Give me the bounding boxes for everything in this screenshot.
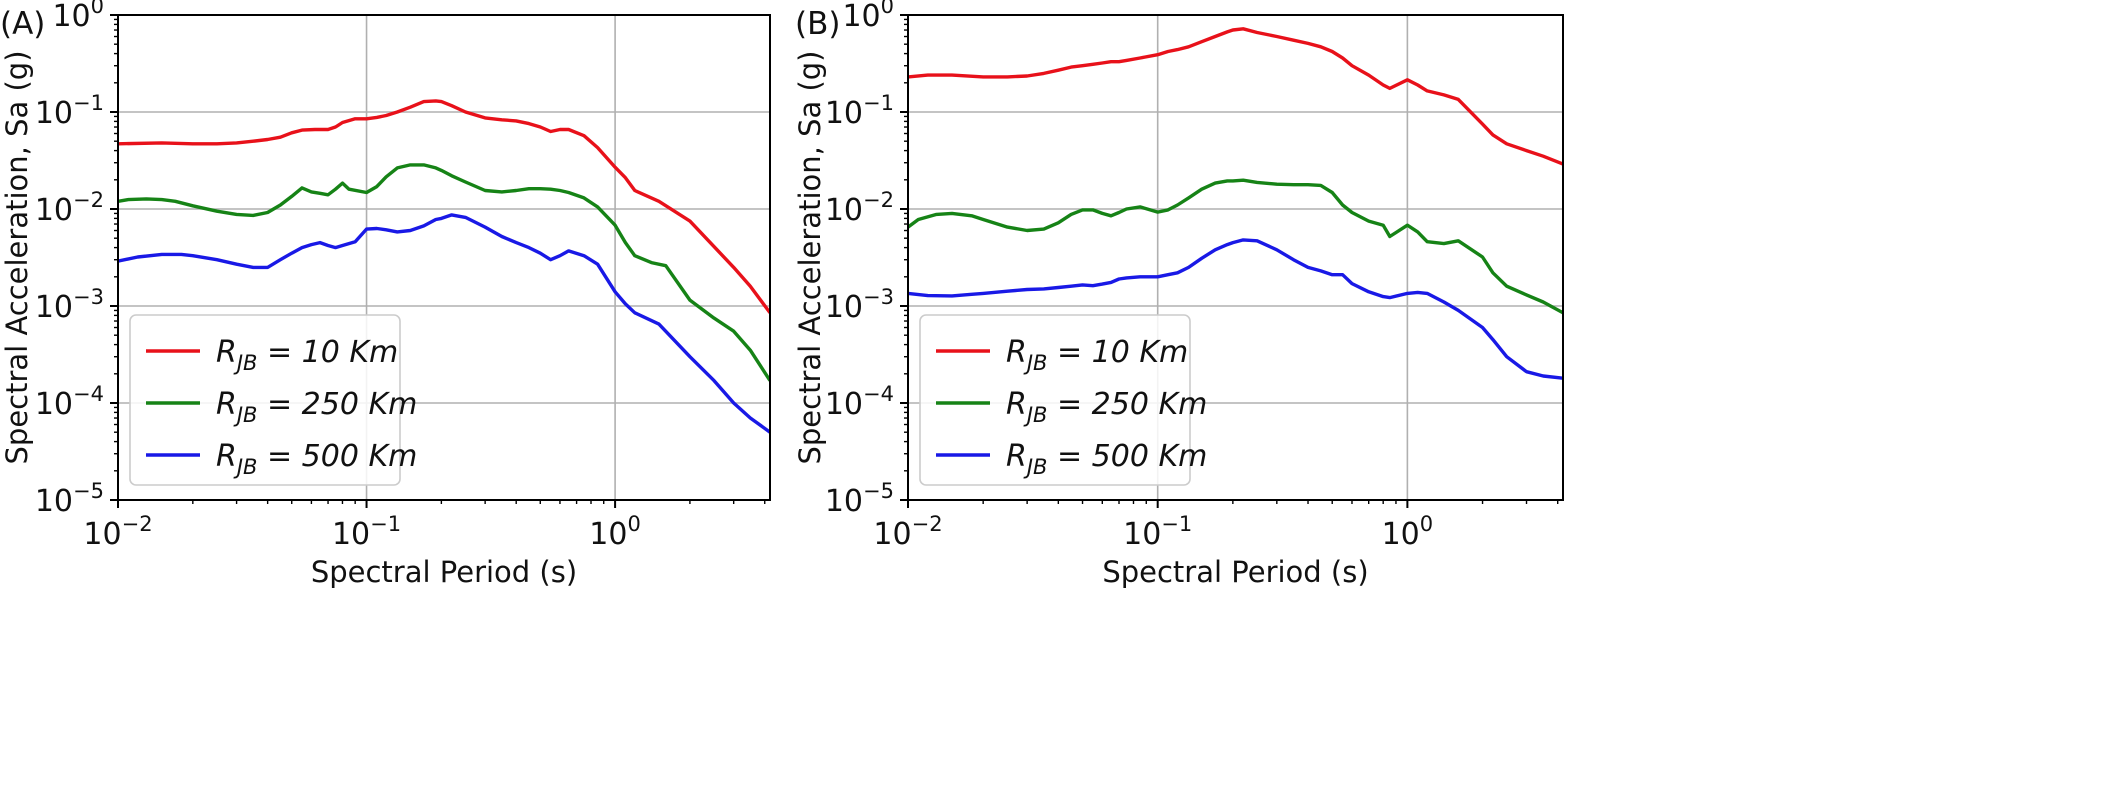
legend-label-1: RJB = 250 Km — [216, 387, 417, 427]
y-tick-label: 10−5 — [825, 479, 894, 519]
y-tick-label: 10−2 — [825, 188, 894, 228]
series-line-1 — [908, 178, 1563, 315]
series-group — [908, 27, 1563, 380]
x-tick-label: 10−2 — [873, 512, 942, 552]
legend-label-0: RJB = 10 Km — [216, 335, 398, 375]
legend-label-2: RJB = 500 Km — [216, 439, 417, 479]
y-tick-label: 10−1 — [35, 91, 104, 131]
panel-a: 10−2 10−1 100 10−5 10−4 10−3 10−2 10−1 100 Spectr… — [0, 0, 771, 589]
series-line-2 — [908, 238, 1563, 380]
legend-label-0: RJB = 10 Km — [1006, 335, 1188, 375]
x-tick-label: 100 — [589, 512, 641, 552]
series-line-1 — [118, 163, 770, 382]
y-axis-label: Spectral Acceleration, Sa (g) — [0, 50, 34, 464]
x-tick-label: 10−1 — [332, 512, 401, 552]
series-line-2 — [118, 213, 770, 434]
x-tick-label: 10−1 — [1123, 512, 1192, 552]
y-tick-label: 100 — [52, 0, 104, 34]
legend-label-2: RJB = 500 Km — [1006, 439, 1207, 479]
y-tick-label: 10−3 — [825, 285, 894, 325]
panel-b: 10−2 10−1 100 10−5 10−4 10−3 10−2 10−1 100 Spectr… — [793, 0, 1564, 589]
legend: RJB = 10 Km RJB = 250 Km RJB = 500 Km — [129, 314, 417, 486]
series-group — [118, 99, 770, 434]
x-axis-label: Spectral Period (s) — [1102, 555, 1368, 589]
y-tick-label: 10−5 — [35, 479, 104, 519]
y-tick-label: 10−4 — [35, 382, 104, 422]
x-tick-label: 100 — [1382, 512, 1434, 552]
x-axis-label: Spectral Period (s) — [311, 555, 577, 589]
y-tick-label: 10−3 — [35, 285, 104, 325]
y-tick-label: 10−4 — [825, 382, 894, 422]
legend-label-1: RJB = 250 Km — [1006, 387, 1207, 427]
legend-box — [129, 314, 401, 486]
panel-label: (B) — [795, 6, 840, 42]
legend: RJB = 10 Km RJB = 250 Km RJB = 500 Km — [919, 314, 1207, 486]
panel-label: (A) — [0, 6, 45, 42]
y-tick-label: 100 — [842, 0, 894, 34]
y-axis-label: Spectral Acceleration, Sa (g) — [793, 50, 827, 464]
legend-box — [919, 314, 1191, 486]
plot-frame — [117, 14, 771, 501]
y-tick-label: 10−1 — [825, 91, 894, 131]
series-line-0 — [908, 27, 1563, 166]
x-tick-label: 10−2 — [83, 512, 152, 552]
series-line-0 — [118, 99, 770, 314]
y-tick-label: 10−2 — [35, 188, 104, 228]
plot-frame — [907, 14, 1564, 501]
